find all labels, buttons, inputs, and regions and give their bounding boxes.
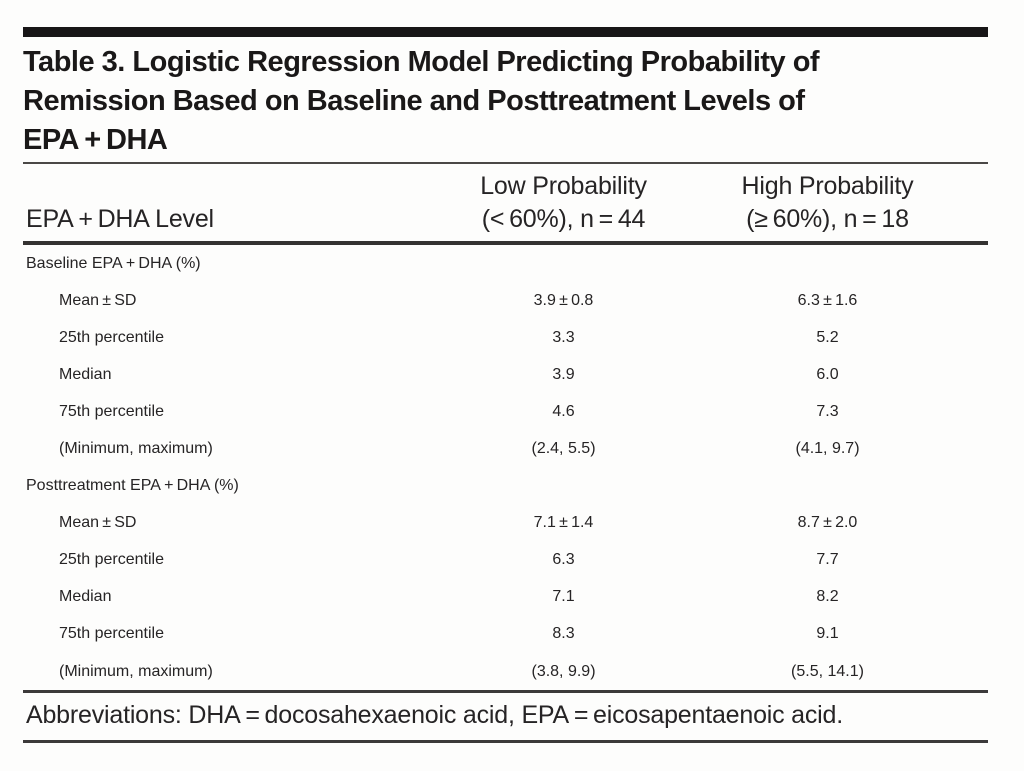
low-value: 6.3 (552, 551, 575, 569)
low-value: 3.9 ± 0.8 (533, 291, 594, 309)
column-header-low-probability: Low Probability (< 60%), n = 44 (437, 170, 690, 238)
high-value: 6.0 (816, 365, 839, 383)
low-value: 3.9 (552, 365, 575, 383)
top-thick-rule (23, 27, 988, 37)
low-value: 8.3 (552, 625, 575, 643)
table-row-baseline-75th: 75th percentile 4.6 7.3 (23, 393, 965, 430)
row-label: 25th percentile (59, 328, 164, 346)
row-label: 25th percentile (59, 551, 164, 569)
table-title-line2: Remission Based on Baseline and Posttrea… (23, 85, 805, 117)
high-value: 5.2 (816, 328, 839, 346)
table-row-posttreatment-min-max: (Minimum, maximum) (3.8, 9.9) (5.5, 14.1… (23, 653, 965, 690)
row-label: Baseline EPA + DHA (%) (26, 254, 201, 272)
column-header-high-line2: (≥ 60%), n = 18 (746, 205, 909, 233)
column-header-high-line1: High Probability (741, 172, 914, 200)
table-header-row: EPA + DHA Level Low Probability (< 60%),… (23, 166, 965, 238)
bottom-rule (23, 740, 988, 743)
high-value: (4.1, 9.7) (795, 440, 860, 458)
table-row-posttreatment-mean-sd: Mean ± SD 7.1 ± 1.4 8.7 ± 2.0 (23, 505, 965, 542)
abbreviations-footnote: Abbreviations: DHA = docosahexaenoic aci… (26, 701, 843, 729)
table-row-posttreatment-median: Median 7.1 8.2 (23, 579, 965, 616)
row-label: (Minimum, maximum) (59, 662, 213, 680)
row-label: 75th percentile (59, 625, 164, 643)
table-title-line3: EPA + DHA (23, 124, 168, 156)
table-title-line1: Table 3. Logistic Regression Model Predi… (23, 46, 820, 78)
low-value: 3.3 (552, 328, 575, 346)
table-row-posttreatment-section: Posttreatment EPA + DHA (%) (23, 468, 965, 505)
column-header-low-line1: Low Probability (480, 172, 647, 200)
high-value: 7.3 (816, 402, 839, 420)
row-label: Mean ± SD (59, 291, 137, 309)
low-value: 4.6 (552, 402, 575, 420)
column-header-high-probability: High Probability (≥ 60%), n = 18 (690, 170, 965, 238)
column-header-low-line2: (< 60%), n = 44 (481, 205, 646, 233)
high-value: 9.1 (816, 625, 839, 643)
low-value: 7.1 ± 1.4 (533, 514, 594, 532)
row-label: Posttreatment EPA + DHA (%) (26, 477, 239, 495)
low-value: 7.1 (552, 588, 575, 606)
table-row-baseline-section: Baseline EPA + DHA (%) (23, 245, 965, 282)
rule-under-body (23, 690, 988, 693)
high-value: 8.2 (816, 588, 839, 606)
row-label: (Minimum, maximum) (59, 440, 213, 458)
table-row-baseline-25th: 25th percentile 3.3 5.2 (23, 319, 965, 356)
high-value: 7.7 (816, 551, 839, 569)
table-body: Baseline EPA + DHA (%) Mean ± SD 3.9 ± 0… (23, 245, 965, 690)
row-label: Median (59, 588, 112, 606)
high-value: (5.5, 14.1) (791, 662, 864, 680)
high-value: 6.3 ± 1.6 (797, 291, 858, 309)
table-row-baseline-min-max: (Minimum, maximum) (2.4, 5.5) (4.1, 9.7) (23, 430, 965, 467)
row-label: Median (59, 365, 112, 383)
row-label: Mean ± SD (59, 514, 137, 532)
rule-under-header (23, 241, 988, 245)
table-row-baseline-median: Median 3.9 6.0 (23, 356, 965, 393)
row-label: 75th percentile (59, 402, 164, 420)
column-header-epa-dha-level: EPA + DHA Level (26, 205, 214, 233)
table-row-posttreatment-75th: 75th percentile 8.3 9.1 (23, 616, 965, 653)
low-value: (2.4, 5.5) (531, 440, 596, 458)
rule-under-title (23, 162, 988, 164)
table-title: Table 3. Logistic Regression Model Predi… (23, 43, 1008, 160)
low-value: (3.8, 9.9) (531, 662, 596, 680)
high-value: 8.7 ± 2.0 (797, 514, 858, 532)
table-row-posttreatment-25th: 25th percentile 6.3 7.7 (23, 542, 965, 579)
table-row-baseline-mean-sd: Mean ± SD 3.9 ± 0.8 6.3 ± 1.6 (23, 282, 965, 319)
